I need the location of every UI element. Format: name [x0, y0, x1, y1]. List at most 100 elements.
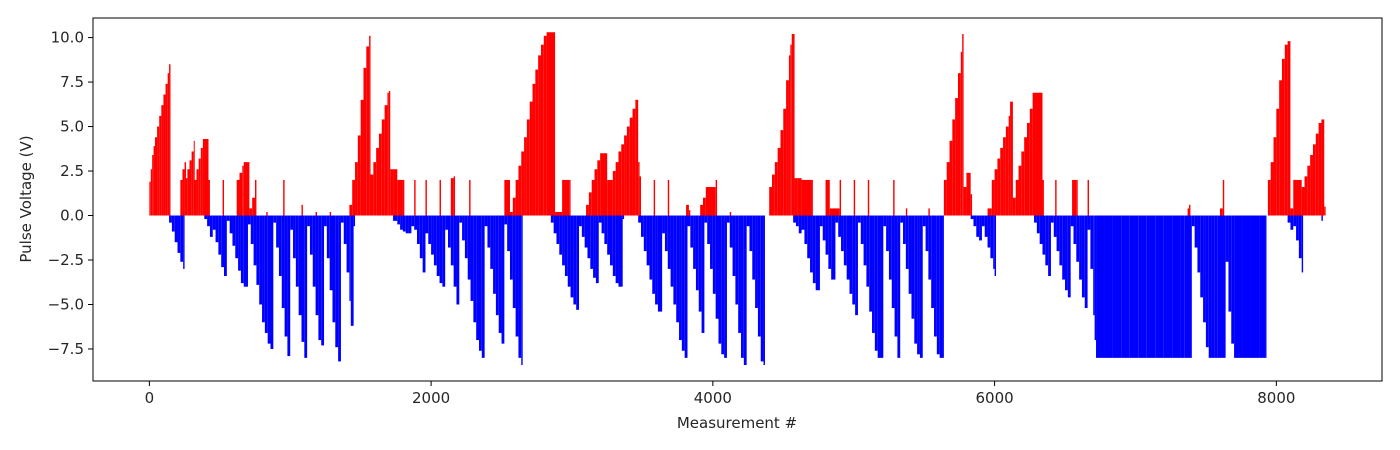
negative-bar: [484, 215, 488, 227]
positive-bar: [526, 119, 530, 216]
y-tick-label: 2.5: [60, 162, 84, 180]
positive-bar: [769, 187, 773, 216]
positive-bar: [963, 187, 967, 216]
positive-bar: [150, 169, 153, 216]
positive-bar: [283, 179, 285, 216]
positive-bar: [1318, 122, 1322, 216]
positive-bar: [509, 211, 513, 216]
negative-bar: [1042, 215, 1046, 255]
positive-bar: [626, 126, 630, 216]
negative-bar: [1067, 215, 1071, 298]
negative-bar: [801, 215, 805, 230]
negative-bar: [662, 215, 665, 234]
positive-bar: [540, 44, 544, 216]
negative-bar: [204, 215, 208, 220]
negative-bar: [1259, 215, 1266, 358]
positive-bar: [1273, 137, 1277, 216]
negative-bar: [1073, 215, 1077, 244]
negative-bar: [618, 215, 623, 287]
negative-bar: [891, 215, 895, 309]
negative-bar: [556, 215, 560, 244]
x-tick-label: 6000: [976, 389, 1014, 407]
negative-bar: [911, 215, 915, 319]
positive-bar: [794, 178, 798, 216]
plot-frame: [92, 17, 1383, 382]
negative-bar: [1050, 215, 1054, 223]
negative-bar: [831, 215, 836, 280]
negative-bar: [638, 215, 641, 223]
positive-bar: [1284, 44, 1288, 216]
negative-bar: [1084, 215, 1088, 309]
negative-bar: [425, 215, 429, 234]
positive-bar: [469, 179, 471, 216]
positive-bar: [355, 162, 358, 216]
negative-bar: [880, 215, 884, 358]
positive-bar: [1076, 179, 1078, 216]
negative-bar: [509, 215, 513, 280]
positive-bar: [388, 90, 391, 216]
negative-bar: [293, 215, 296, 259]
negative-bar: [643, 215, 647, 252]
positive-bar: [829, 208, 840, 216]
positive-bar: [1267, 179, 1271, 216]
negative-bar: [350, 215, 354, 326]
positive-bar: [597, 160, 601, 216]
y-tick-label: −2.5: [48, 251, 84, 269]
negative-bar: [515, 215, 519, 337]
negative-bar: [1093, 215, 1095, 316]
negative-bar: [874, 215, 878, 351]
positive-bar: [594, 169, 598, 216]
positive-bar: [1321, 119, 1325, 216]
negative-bar: [433, 215, 437, 266]
negative-bar: [664, 215, 668, 252]
negative-bar: [810, 215, 813, 273]
positive-bar: [788, 55, 791, 216]
negative-bar: [869, 215, 873, 312]
negative-bar: [917, 215, 920, 355]
negative-bar: [1053, 215, 1057, 237]
negative-bar: [1096, 215, 1105, 358]
negative-bar: [315, 215, 319, 316]
positive-bar: [187, 169, 190, 216]
negative-bar: [710, 215, 713, 269]
negative-bar: [495, 215, 499, 316]
negative-bar: [1219, 215, 1226, 358]
negative-bar: [250, 215, 254, 244]
positive-bar: [688, 210, 691, 216]
negative-bar: [238, 215, 241, 271]
negative-bar: [936, 215, 940, 355]
negative-bar: [1296, 215, 1299, 241]
negative-bar: [715, 215, 719, 319]
positive-bar: [700, 204, 703, 216]
negative-bar: [673, 215, 677, 305]
positive-bar: [524, 137, 527, 216]
negative-bar: [312, 215, 316, 287]
positive-bar: [169, 64, 171, 216]
positive-bar: [255, 179, 257, 216]
positive-bar: [266, 211, 268, 216]
negative-bar: [641, 215, 644, 237]
negative-bar: [798, 215, 802, 234]
positive-bar: [839, 179, 842, 216]
positive-bar: [1018, 165, 1022, 216]
positive-bar: [867, 179, 870, 216]
positive-bar: [588, 192, 592, 216]
positive-bar: [370, 174, 374, 216]
negative-bar: [445, 215, 449, 230]
negative-bar: [459, 215, 463, 223]
negative-bar: [1079, 215, 1082, 280]
negative-bar: [601, 215, 605, 234]
negative-bar: [812, 215, 816, 284]
negative-bar: [860, 215, 864, 244]
positive-bar: [638, 162, 640, 216]
positive-bar: [1290, 208, 1294, 216]
negative-bar: [1146, 215, 1156, 358]
negative-bar: [590, 215, 594, 269]
negative-bar: [598, 215, 602, 223]
negative-bar: [655, 215, 658, 305]
negative-bar: [746, 215, 750, 227]
positive-bar: [546, 32, 556, 216]
negative-bar: [324, 215, 327, 227]
positive-bar: [1015, 179, 1019, 216]
negative-bar: [903, 215, 906, 244]
